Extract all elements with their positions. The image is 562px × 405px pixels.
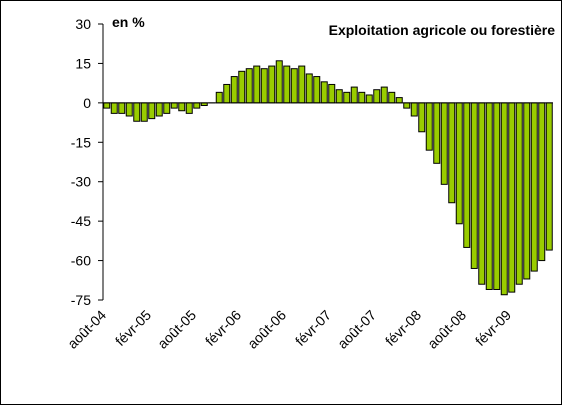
y-tick-label: -30 <box>71 174 91 190</box>
y-tick-label: -15 <box>71 134 91 150</box>
bar <box>313 76 321 104</box>
y-tick-label: 0 <box>83 95 91 111</box>
bar <box>178 102 186 112</box>
bar <box>268 65 276 104</box>
bar <box>163 102 171 114</box>
bar <box>388 91 396 104</box>
bar <box>275 60 283 104</box>
bar <box>140 102 148 122</box>
bar <box>470 102 478 269</box>
bar <box>170 102 178 109</box>
bar <box>500 102 508 296</box>
bar <box>440 102 448 185</box>
bar <box>298 65 306 104</box>
bar <box>283 65 291 104</box>
bar <box>538 102 546 262</box>
bar <box>230 76 238 104</box>
bar <box>185 102 193 114</box>
bar <box>455 102 463 225</box>
bar <box>193 102 201 109</box>
bar <box>508 102 516 293</box>
bar <box>125 102 133 117</box>
bar <box>493 102 501 290</box>
bar <box>380 86 388 104</box>
bar <box>223 83 231 104</box>
bar <box>418 102 426 133</box>
y-tick-label: 30 <box>75 16 91 32</box>
bar <box>523 102 531 280</box>
bar <box>403 102 411 109</box>
bar <box>425 102 433 151</box>
bar <box>343 91 351 104</box>
bar <box>110 102 118 114</box>
bar <box>148 102 156 120</box>
y-tick-label: -75 <box>71 292 91 308</box>
bar <box>253 65 261 104</box>
bar <box>515 102 523 285</box>
chart-title: Exploitation agricole ou forestière <box>329 22 556 38</box>
bar <box>530 102 538 272</box>
bar <box>245 68 253 104</box>
bar <box>485 102 493 290</box>
bar <box>238 70 246 104</box>
bar <box>133 102 141 122</box>
bar <box>448 102 456 204</box>
bar <box>335 89 343 104</box>
bar <box>358 91 366 104</box>
bar <box>463 102 471 248</box>
y-tick-label: 15 <box>75 55 91 71</box>
bar <box>260 68 268 104</box>
bar <box>328 83 336 104</box>
bar <box>155 102 163 117</box>
y-tick-label: -60 <box>71 253 91 269</box>
y-axis-label: en % <box>112 14 145 30</box>
bar <box>305 73 313 104</box>
bar <box>350 86 358 104</box>
bar <box>478 102 486 285</box>
bar <box>433 102 441 164</box>
bar <box>373 89 381 104</box>
bar <box>545 102 553 251</box>
bar <box>290 68 298 104</box>
bar <box>410 102 418 117</box>
bar <box>320 81 328 104</box>
bar <box>215 91 223 104</box>
bar <box>365 94 373 104</box>
bar <box>395 97 403 104</box>
bar <box>118 102 126 114</box>
y-tick-label: -45 <box>71 213 91 229</box>
bar <box>103 102 111 109</box>
